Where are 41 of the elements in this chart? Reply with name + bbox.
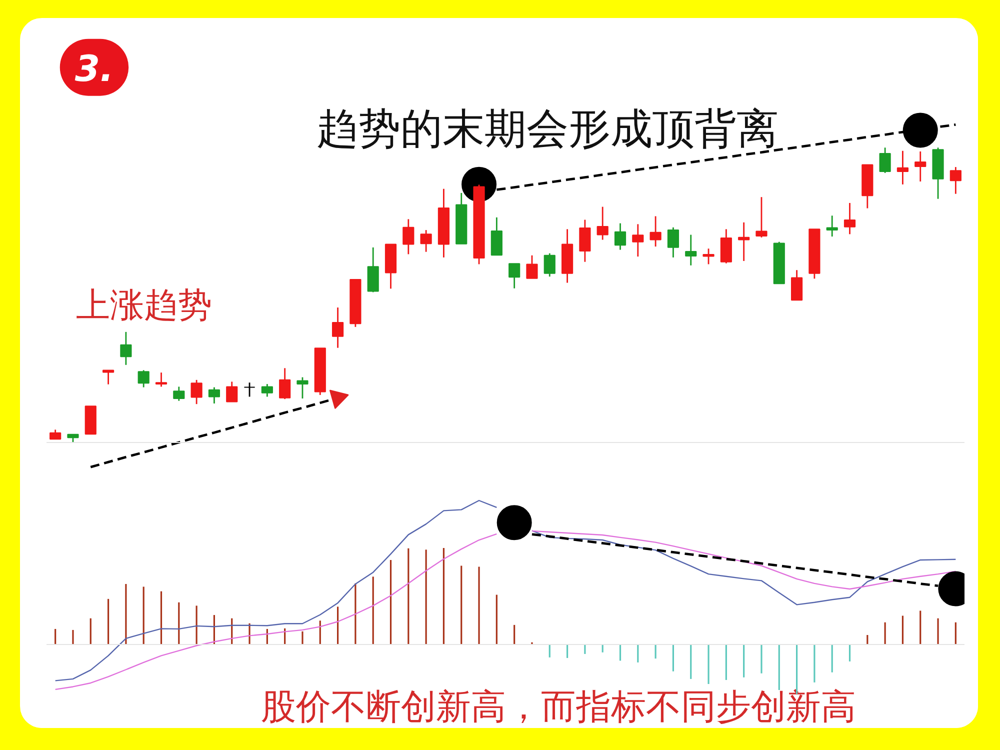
candlestick: [508, 262, 520, 290]
candlestick: [226, 380, 238, 403]
annotation: 上涨趋势: [76, 286, 212, 326]
candlestick: [720, 228, 732, 264]
candlestick: [702, 248, 714, 265]
candlestick: [279, 367, 291, 400]
candlestick: [120, 331, 132, 366]
annotation: 股价不断创新高，而指标不同步创新高: [261, 688, 856, 728]
candlestick: [650, 216, 662, 248]
candlestick: [420, 229, 432, 253]
candlestick: [596, 206, 608, 240]
candlestick: [738, 222, 750, 262]
candlestick: [208, 386, 220, 404]
candlestick: [879, 146, 891, 174]
candlestick: [790, 269, 803, 301]
candlestick: [402, 218, 414, 255]
text: 3.: [74, 48, 114, 90]
candlestick: [914, 150, 926, 182]
candlestick: [261, 383, 273, 398]
candlestick: [50, 428, 62, 440]
chart-title: 趋势的末期会形成顶背离: [316, 104, 779, 153]
candlestick: [332, 306, 344, 349]
candlestick: [155, 372, 168, 388]
candlestick: [756, 196, 768, 238]
candlestick: [896, 150, 909, 186]
candlestick: [826, 214, 838, 238]
candlestick: [667, 226, 680, 258]
candlestick: [632, 223, 644, 258]
candlestick: [138, 370, 150, 388]
candlestick: [244, 382, 256, 398]
candlestick: [296, 376, 308, 400]
candlestick: [614, 222, 626, 250]
candlestick: [950, 166, 962, 195]
candlestick: [685, 234, 697, 266]
candlestick: [544, 252, 556, 278]
candlestick: [102, 370, 114, 386]
candlestick: [844, 202, 856, 235]
candlestick: [526, 254, 538, 280]
candlestick: [173, 386, 185, 402]
candlestick: [190, 379, 202, 405]
candlestick: [579, 219, 591, 263]
